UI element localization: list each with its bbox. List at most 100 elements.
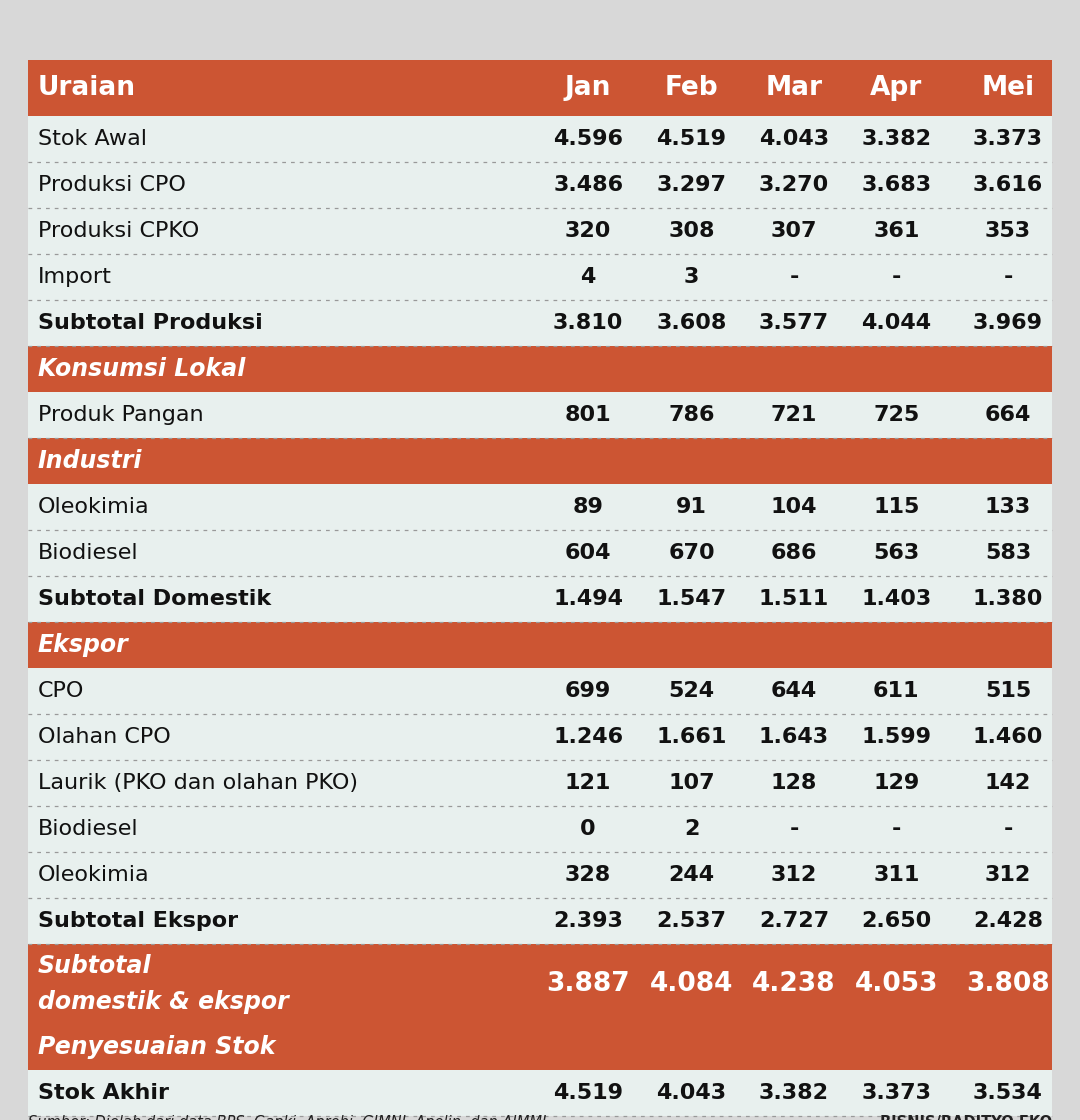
Text: Stok Awal: Stok Awal (38, 129, 147, 149)
Text: 142: 142 (985, 773, 1031, 793)
Text: 583: 583 (985, 543, 1031, 563)
Text: 3: 3 (684, 267, 699, 287)
Text: 604: 604 (565, 543, 611, 563)
Text: 725: 725 (874, 405, 919, 424)
Text: 307: 307 (771, 221, 818, 241)
Bar (0, 0, 1080, 60)
Text: Subtotal Produksi: Subtotal Produksi (38, 312, 262, 333)
Text: 3.608: 3.608 (657, 312, 727, 333)
Text: 4.043: 4.043 (759, 129, 829, 149)
Text: 107: 107 (669, 773, 715, 793)
Text: CPO: CPO (38, 681, 84, 701)
Text: Oleokimia: Oleokimia (38, 865, 150, 885)
Text: 4.053: 4.053 (854, 971, 939, 997)
Text: 121: 121 (565, 773, 611, 793)
Bar (28, 254, 1052, 300)
Text: 244: 244 (669, 865, 715, 885)
Text: 2.650: 2.650 (861, 911, 931, 931)
Text: -: - (1003, 819, 1013, 839)
Bar (28, 806, 1052, 852)
Text: 3.616: 3.616 (973, 175, 1043, 195)
Text: domestik & ekspor: domestik & ekspor (38, 990, 288, 1014)
Text: Produk Pangan: Produk Pangan (38, 405, 204, 424)
Text: 1.661: 1.661 (657, 727, 727, 747)
Text: 3.969: 3.969 (973, 312, 1043, 333)
Text: 801: 801 (565, 405, 611, 424)
Text: 3.486: 3.486 (553, 175, 623, 195)
Bar (28, 1024, 1052, 1070)
Text: Import: Import (38, 267, 112, 287)
Text: Ekspor: Ekspor (38, 633, 129, 657)
Text: 2: 2 (684, 819, 699, 839)
Text: 3.810: 3.810 (553, 312, 623, 333)
Text: 3.887: 3.887 (546, 971, 630, 997)
Text: Subtotal Ekspor: Subtotal Ekspor (38, 911, 238, 931)
Text: Apr: Apr (870, 75, 922, 101)
Text: 3.297: 3.297 (657, 175, 727, 195)
Text: 91: 91 (676, 497, 707, 517)
Bar (28, 576, 1052, 622)
Bar (28, 392, 1052, 438)
Text: 3.808: 3.808 (967, 971, 1050, 997)
Text: Penyesuaian Stok: Penyesuaian Stok (38, 1035, 275, 1060)
Text: 2.393: 2.393 (553, 911, 623, 931)
Text: 4.519: 4.519 (657, 129, 727, 149)
Bar (28, 484, 1052, 530)
Text: 3.534: 3.534 (973, 1083, 1043, 1103)
Text: 133: 133 (985, 497, 1031, 517)
Text: 4.043: 4.043 (657, 1083, 727, 1103)
Text: Laurik (PKO dan olahan PKO): Laurik (PKO dan olahan PKO) (38, 773, 357, 793)
Bar (28, 715, 1052, 760)
Text: 1.403: 1.403 (861, 589, 931, 609)
Text: Stok Akhir: Stok Akhir (38, 1083, 168, 1103)
Bar (28, 668, 1052, 715)
Text: 115: 115 (873, 497, 919, 517)
Text: 2.428: 2.428 (973, 911, 1043, 931)
Text: Produksi CPO: Produksi CPO (38, 175, 186, 195)
Text: 3.270: 3.270 (759, 175, 829, 195)
Text: 353: 353 (985, 221, 1031, 241)
Text: 320: 320 (565, 221, 611, 241)
Text: 89: 89 (572, 497, 604, 517)
Text: 4.596: 4.596 (553, 129, 623, 149)
Text: 786: 786 (669, 405, 715, 424)
Text: 128: 128 (771, 773, 818, 793)
Text: 1.511: 1.511 (759, 589, 829, 609)
Text: 4: 4 (580, 267, 596, 287)
Text: 670: 670 (669, 543, 715, 563)
Text: 3.373: 3.373 (973, 129, 1043, 149)
Text: 563: 563 (874, 543, 919, 563)
Text: Subtotal Domestik: Subtotal Domestik (38, 589, 271, 609)
Text: 686: 686 (771, 543, 818, 563)
Text: 2.537: 2.537 (657, 911, 727, 931)
Text: -: - (789, 819, 798, 839)
Bar (28, 116, 1052, 162)
Text: 1.460: 1.460 (973, 727, 1043, 747)
Text: 328: 328 (565, 865, 611, 885)
Bar (28, 760, 1052, 806)
Text: BISNIS/RADITYO EKO: BISNIS/RADITYO EKO (880, 1114, 1052, 1120)
Text: 524: 524 (669, 681, 715, 701)
Text: 664: 664 (985, 405, 1031, 424)
Text: 0: 0 (580, 819, 596, 839)
Text: 129: 129 (874, 773, 919, 793)
Text: 4.044: 4.044 (861, 312, 931, 333)
Text: 312: 312 (985, 865, 1031, 885)
Text: 311: 311 (873, 865, 919, 885)
Text: 2.727: 2.727 (759, 911, 829, 931)
Text: Mei: Mei (982, 75, 1035, 101)
Text: 699: 699 (565, 681, 611, 701)
Text: 515: 515 (985, 681, 1031, 701)
Bar (28, 852, 1052, 898)
Text: Konsumsi Lokal: Konsumsi Lokal (38, 357, 245, 381)
Text: Subtotal: Subtotal (38, 954, 151, 979)
Text: Uraian: Uraian (38, 75, 136, 101)
Text: -: - (892, 819, 901, 839)
Text: 3.683: 3.683 (861, 175, 931, 195)
Text: Jan: Jan (565, 75, 611, 101)
Text: 4.519: 4.519 (553, 1083, 623, 1103)
Text: 3.382: 3.382 (759, 1083, 829, 1103)
Text: 721: 721 (771, 405, 818, 424)
Text: 644: 644 (771, 681, 818, 701)
Bar (28, 300, 1052, 346)
